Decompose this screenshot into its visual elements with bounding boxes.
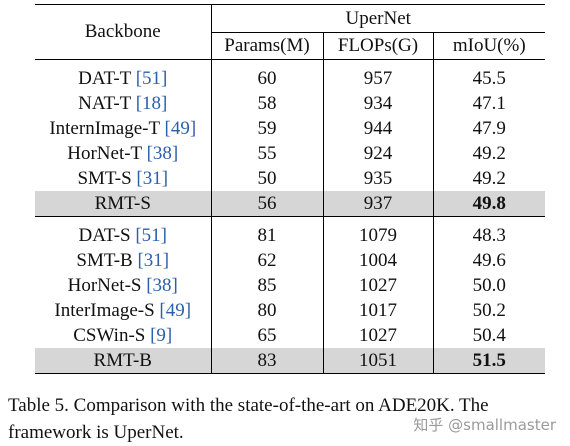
cell-backbone: HorNet-S [38]	[35, 273, 211, 298]
cell-miou: 51.5	[432, 348, 545, 374]
results-table: Backbone UperNet Params(M) FLOPs(G) mIoU…	[35, 4, 545, 374]
cell-backbone: InterImage-S [49]	[35, 298, 211, 323]
cell-backbone: RMT-B	[35, 348, 211, 374]
watermark: 知乎 @smallmaster	[413, 416, 556, 434]
backbone-name: InternImage-T	[49, 117, 160, 139]
table-row: InterImage-S [49] 80 1017 50.2	[35, 298, 545, 323]
citation-link[interactable]: [49]	[159, 299, 192, 321]
header-upernet: UperNet	[210, 4, 545, 33]
cell-flops: 944	[322, 116, 433, 141]
cell-flops: 957	[322, 59, 433, 91]
backbone-name: SMT-S	[77, 167, 132, 189]
cell-params: 60	[210, 59, 323, 91]
cell-flops: 1051	[322, 348, 433, 374]
backbone-name: DAT-T	[78, 67, 131, 89]
citation-link[interactable]: [38]	[146, 274, 178, 296]
table-row: SMT-B [31] 62 1004 49.6	[35, 248, 545, 273]
backbone-name: DAT-S	[78, 224, 131, 246]
cell-backbone: CSWin-S [9]	[35, 323, 211, 348]
cell-flops: 1004	[322, 248, 433, 273]
table-row: CSWin-S [9] 65 1027 50.4	[35, 323, 545, 348]
cell-backbone: RMT-S	[35, 191, 211, 217]
table-row: DAT-S [51] 81 1079 48.3	[35, 216, 545, 248]
cell-backbone: DAT-T [51]	[35, 59, 211, 91]
table-row: DAT-T [51] 60 957 45.5	[35, 59, 545, 91]
cell-params: 80	[210, 298, 323, 323]
citation-link[interactable]: [9]	[150, 324, 173, 346]
cell-backbone: DAT-S [51]	[35, 216, 211, 248]
citation-link[interactable]: [49]	[164, 117, 197, 139]
cell-flops: 935	[322, 166, 433, 191]
cell-miou: 48.3	[432, 216, 545, 248]
cell-backbone: HorNet-T [38]	[35, 141, 211, 166]
citation-link[interactable]: [18]	[135, 92, 168, 114]
header-miou: mIoU(%)	[432, 32, 545, 60]
cell-flops: 1017	[322, 298, 433, 323]
header-flops: FLOPs(G)	[322, 32, 433, 60]
cell-backbone: NAT-T [18]	[35, 91, 211, 116]
cell-miou: 47.9	[432, 116, 545, 141]
cell-flops: 1079	[322, 216, 433, 248]
cell-params: 62	[210, 248, 323, 273]
cell-params: 59	[210, 116, 323, 141]
cell-flops: 924	[322, 141, 433, 166]
cell-backbone: SMT-S [31]	[35, 166, 211, 191]
backbone-name: NAT-T	[78, 92, 131, 114]
cell-miou: 50.4	[432, 323, 545, 348]
table-body: Backbone UperNet Params(M) FLOPs(G) mIoU…	[35, 4, 545, 374]
backbone-name: HorNet-T	[67, 142, 142, 164]
cell-params: 81	[210, 216, 323, 248]
cell-miou: 49.2	[432, 166, 545, 191]
cell-params: 58	[210, 91, 323, 116]
cell-miou: 49.6	[432, 248, 545, 273]
cell-flops: 937	[322, 191, 433, 217]
table-row: InternImage-T [49] 59 944 47.9	[35, 116, 545, 141]
cell-flops: 934	[322, 91, 433, 116]
header-params: Params(M)	[210, 32, 323, 60]
cell-miou: 49.8	[432, 191, 545, 217]
cell-params: 50	[210, 166, 323, 191]
results-table-container: Backbone UperNet Params(M) FLOPs(G) mIoU…	[35, 4, 545, 374]
cell-flops: 1027	[322, 273, 433, 298]
backbone-name: CSWin-S	[73, 324, 146, 346]
cell-params: 83	[210, 348, 323, 374]
table-row: NAT-T [18] 58 934 47.1	[35, 91, 545, 116]
table-row: SMT-S [31] 50 935 49.2	[35, 166, 545, 191]
cell-backbone: SMT-B [31]	[35, 248, 211, 273]
cell-miou: 50.0	[432, 273, 545, 298]
backbone-name: InterImage-S	[54, 299, 155, 321]
table-row: RMT-B 83 1051 51.5	[35, 348, 545, 374]
backbone-name: RMT-B	[93, 349, 152, 371]
cell-backbone: InternImage-T [49]	[35, 116, 211, 141]
cell-params: 56	[210, 191, 323, 217]
cell-miou: 47.1	[432, 91, 545, 116]
header-backbone: Backbone	[35, 4, 211, 60]
table-caption: Table 5. Comparison with the state-of-th…	[8, 395, 489, 443]
backbone-name: HorNet-S	[67, 274, 142, 296]
cell-miou: 49.2	[432, 141, 545, 166]
table-row: HorNet-S [38] 85 1027 50.0	[35, 273, 545, 298]
backbone-name: RMT-S	[94, 192, 151, 214]
backbone-name: SMT-B	[76, 249, 133, 271]
citation-link[interactable]: [31]	[136, 167, 169, 189]
table-row: RMT-S 56 937 49.8	[35, 191, 545, 217]
citation-link[interactable]: [51]	[135, 224, 167, 246]
citation-link[interactable]: [31]	[137, 249, 170, 271]
cell-params: 85	[210, 273, 323, 298]
citation-link[interactable]: [51]	[135, 67, 168, 89]
cell-miou: 45.5	[432, 59, 545, 91]
cell-flops: 1027	[322, 323, 433, 348]
cell-params: 55	[210, 141, 323, 166]
cell-miou: 50.2	[432, 298, 545, 323]
cell-params: 65	[210, 323, 323, 348]
table-row: HorNet-T [38] 55 924 49.2	[35, 141, 545, 166]
citation-link[interactable]: [38]	[146, 142, 179, 164]
